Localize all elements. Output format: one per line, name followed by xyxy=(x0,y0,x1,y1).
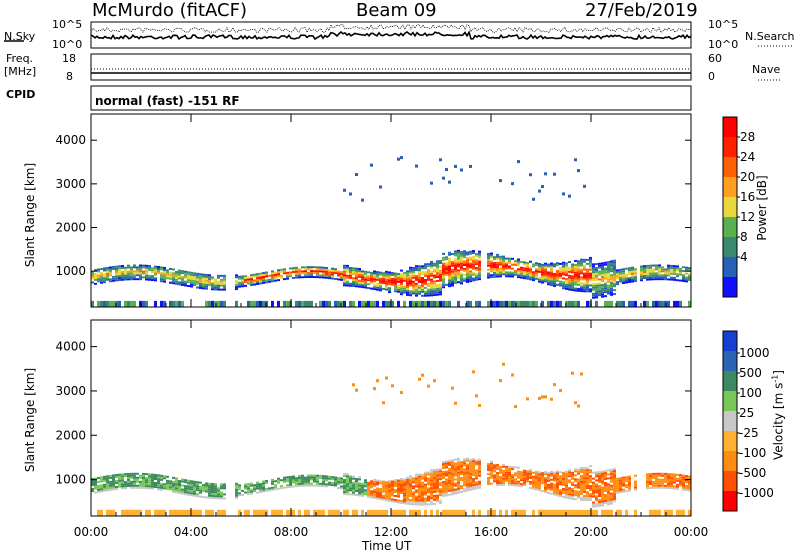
date-title: 27/Feb/2019 xyxy=(585,0,698,21)
velocity-ytick-label: 4000 xyxy=(55,340,86,354)
velocity-colorbar-segment xyxy=(723,351,737,371)
power-colorbar-segment xyxy=(723,137,737,157)
velocity-colorbar-frame xyxy=(722,330,738,512)
freq-tick-top: 18 xyxy=(62,52,76,65)
velocity-ytick-label: 2000 xyxy=(55,428,86,442)
power-ytick-label: 3000 xyxy=(55,177,86,191)
freq-panel xyxy=(90,53,692,81)
cpid-label: CPID xyxy=(6,88,36,101)
freq-tick-bottom: 8 xyxy=(66,70,73,83)
nsearch-tick-bottom: 10^0 xyxy=(708,38,739,51)
velocity-colorbar-tick-label: -1000 xyxy=(739,486,774,500)
power-colorbar-tick-label: 28 xyxy=(740,130,755,144)
velocity-colorbar-segment xyxy=(723,431,737,451)
velocity-colorbar-segment xyxy=(723,331,737,351)
power-colorbar-tick-label: 12 xyxy=(740,210,755,224)
power-colorbar-tick-label: 20 xyxy=(740,170,755,184)
velocity-colorbar-tick-label: -500 xyxy=(739,466,766,480)
x-tick-label: 08:00 xyxy=(274,525,309,539)
nave-label: Nave xyxy=(752,63,781,76)
nsky-label: N.Sky xyxy=(4,30,36,43)
power-colorbar-segment xyxy=(723,197,737,217)
nsearch-tick-top: 10^5 xyxy=(708,18,739,31)
velocity-colorbar-tick-label: 25 xyxy=(739,406,754,420)
freq-unit: [MHz] xyxy=(4,65,37,78)
velocity-colorbar-tick-label: 500 xyxy=(739,366,762,380)
power-colorbar-segment xyxy=(723,157,737,177)
cpid-panel xyxy=(90,85,692,111)
velocity-ytick-label: 3000 xyxy=(55,384,86,398)
nsearch-label: N.Search xyxy=(745,30,795,43)
nsky-tick-top: 10^5 xyxy=(52,18,83,31)
power-colorbar-segment xyxy=(723,257,737,277)
power-ytick-label: 2000 xyxy=(55,221,86,235)
cpid-value: normal (fast) -151 RF xyxy=(95,94,240,108)
x-axis-label: Time UT xyxy=(362,539,412,553)
nsky-trace xyxy=(90,30,692,41)
nsky-tick-bottom: 10^0 xyxy=(52,38,83,51)
nave-tick-top: 60 xyxy=(708,52,722,65)
velocity-colorbar-tick-label: -100 xyxy=(739,446,766,460)
freq-label: Freq. xyxy=(6,52,34,65)
power-colorbar-tick-label: 4 xyxy=(740,250,748,264)
nave-tick-bottom: 0 xyxy=(708,70,715,83)
power-colorbar-segment xyxy=(723,117,737,137)
x-tick-label: 16:00 xyxy=(474,525,509,539)
x-tick-label: 04:00 xyxy=(174,525,209,539)
velocity-colorbar-tick-label: 1000 xyxy=(739,346,770,360)
power-colorbar-tick-label: 24 xyxy=(740,150,755,164)
beam-title: Beam 09 xyxy=(356,0,437,21)
power-ytick-label: 1000 xyxy=(55,264,86,278)
power-colorbar-tick-label: 8 xyxy=(740,230,748,244)
velocity-echo-cells xyxy=(91,362,691,516)
velocity-ytick-label: 1000 xyxy=(55,473,86,487)
power-ytick-label: 4000 xyxy=(55,133,86,147)
velocity-colorbar-segment xyxy=(723,411,737,431)
velocity-colorbar-segment xyxy=(723,371,737,391)
power-colorbar-segment xyxy=(723,277,737,297)
power-colorbar-frame xyxy=(722,116,738,298)
velocity-colorbar-tick-label: 100 xyxy=(739,386,762,400)
x-tick-label: 00:00 xyxy=(674,525,709,539)
x-tick-label: 00:00 xyxy=(74,525,109,539)
station-title: McMurdo (fitACF) xyxy=(92,0,247,21)
velocity-colorbar-segment xyxy=(723,471,737,491)
power-colorbar-tick-label: 16 xyxy=(740,190,755,204)
x-tick-label: 20:00 xyxy=(574,525,609,539)
power-colorbar-segment xyxy=(723,177,737,197)
velocity-colorbar-segment xyxy=(723,391,737,411)
velocity-colorbar-segment xyxy=(723,491,737,511)
nsearch-trace xyxy=(90,23,692,34)
power-colorbar-segment xyxy=(723,217,737,237)
power-colorbar-segment xyxy=(723,237,737,257)
velocity-colorbar-tick-label: -25 xyxy=(739,426,759,440)
velocity-colorbar-segment xyxy=(723,451,737,471)
power-echo-cells xyxy=(91,156,691,307)
x-tick-label: 12:00 xyxy=(374,525,409,539)
